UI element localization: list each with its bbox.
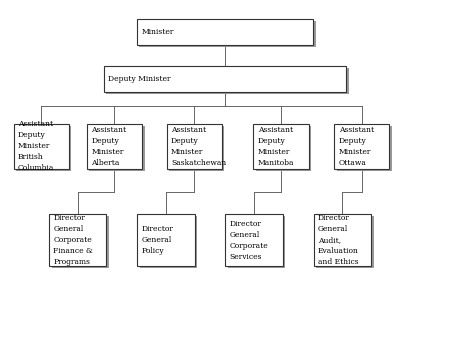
FancyBboxPatch shape: [140, 216, 197, 269]
FancyBboxPatch shape: [169, 126, 225, 171]
Text: Deputy Minister: Deputy Minister: [108, 75, 171, 83]
Text: Assistant
Deputy
Minister
Ottawa: Assistant Deputy Minister Ottawa: [338, 126, 373, 167]
FancyBboxPatch shape: [52, 216, 109, 269]
FancyBboxPatch shape: [104, 67, 346, 92]
FancyBboxPatch shape: [49, 214, 106, 267]
FancyBboxPatch shape: [106, 69, 349, 94]
FancyBboxPatch shape: [140, 21, 316, 47]
Text: Minister: Minister: [141, 28, 174, 36]
Text: Director
General
Audit,
Evaluation
and Ethics: Director General Audit, Evaluation and E…: [318, 214, 359, 267]
FancyBboxPatch shape: [314, 214, 371, 267]
FancyBboxPatch shape: [253, 123, 309, 169]
Text: Assistant
Deputy
Minister
Saskatchewan: Assistant Deputy Minister Saskatchewan: [171, 126, 226, 167]
FancyBboxPatch shape: [137, 20, 313, 45]
FancyBboxPatch shape: [225, 214, 283, 267]
FancyBboxPatch shape: [14, 123, 69, 169]
Text: Director
General
Corporate
Services: Director General Corporate Services: [230, 220, 269, 261]
FancyBboxPatch shape: [87, 123, 142, 169]
FancyBboxPatch shape: [16, 126, 71, 171]
Text: Assistant
Deputy
Minister
Alberta: Assistant Deputy Minister Alberta: [91, 126, 126, 167]
FancyBboxPatch shape: [137, 214, 194, 267]
Text: Assistant
Deputy
Minister
British
Columbia: Assistant Deputy Minister British Columb…: [18, 120, 54, 172]
FancyBboxPatch shape: [337, 126, 392, 171]
Text: Director
General
Policy: Director General Policy: [142, 225, 174, 256]
FancyBboxPatch shape: [166, 123, 222, 169]
FancyBboxPatch shape: [90, 126, 144, 171]
FancyBboxPatch shape: [334, 123, 389, 169]
FancyBboxPatch shape: [256, 126, 311, 171]
Text: Director
General
Corporate
Finance &
Programs: Director General Corporate Finance & Pro…: [54, 214, 93, 267]
FancyBboxPatch shape: [316, 216, 373, 269]
Text: Assistant
Deputy
Minister
Manitoba: Assistant Deputy Minister Manitoba: [258, 126, 294, 167]
FancyBboxPatch shape: [228, 216, 285, 269]
